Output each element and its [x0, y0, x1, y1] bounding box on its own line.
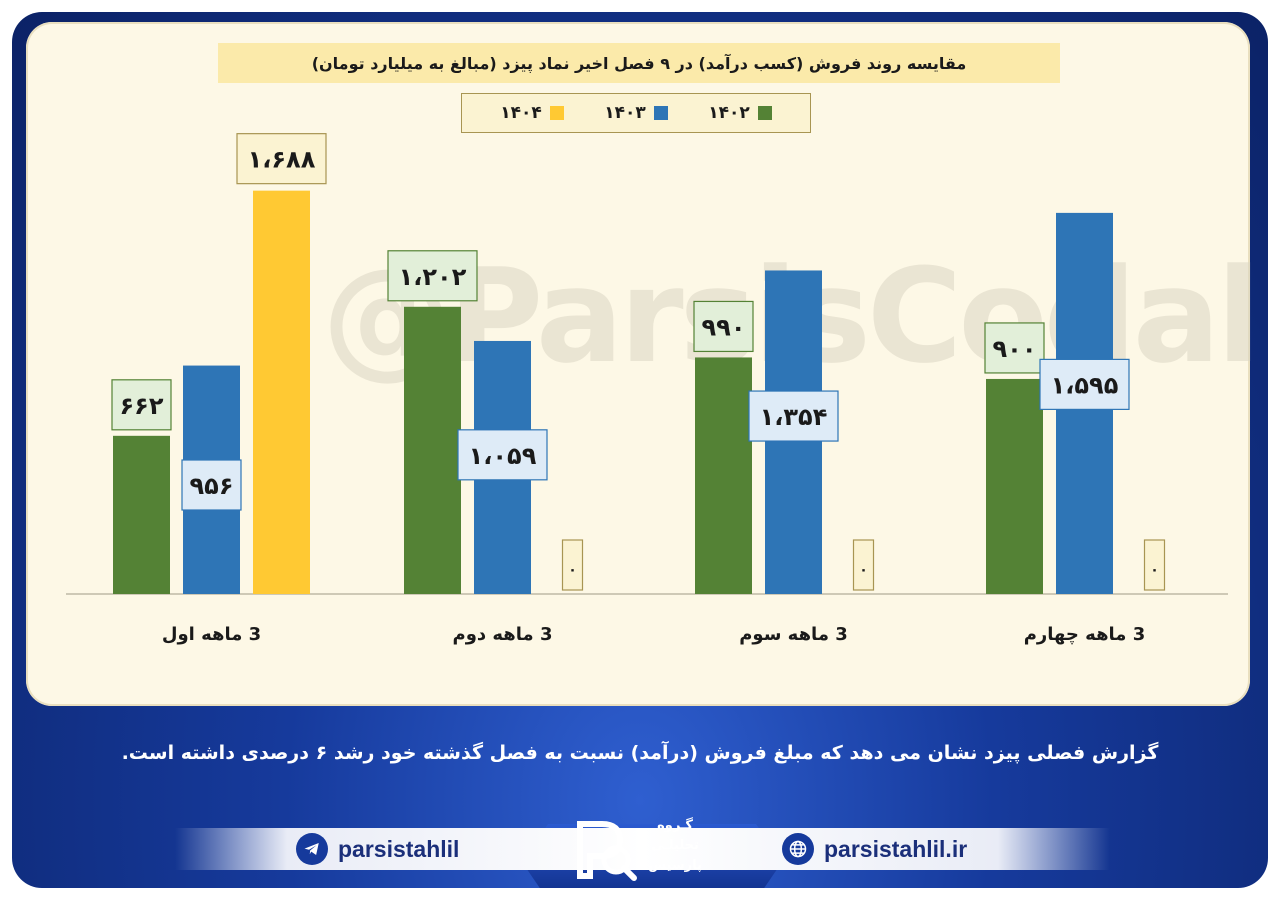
legend: ۱۴۰۴ ۱۴۰۳ ۱۴۰۲ [461, 93, 811, 133]
legend-item-1402: ۱۴۰۲ [708, 103, 772, 123]
data-label-box [561, 539, 584, 591]
category-label: 3 ماهه سوم [739, 624, 848, 645]
data-label-text: ۰ [568, 562, 577, 578]
data-label: ۱،۰۵۹ [457, 429, 548, 481]
logo-line-1: گـروه [657, 818, 693, 833]
logo-line-3: پارسیس [648, 858, 702, 873]
legend-item-1404: ۱۴۰۴ [500, 103, 564, 123]
telegram-icon [296, 833, 328, 865]
data-label: ۱،۲۰۲ [387, 250, 478, 302]
category-label: 3 ماهه چهارم [1024, 624, 1146, 645]
telegram-handle[interactable]: parsistahlil [338, 835, 460, 862]
data-label-box [984, 322, 1045, 374]
data-label-box [457, 429, 548, 481]
chart-title-box: مقایسه روند فروش (کسب درآمد) در ۹ فصل اخ… [218, 43, 1060, 83]
caption: گزارش فصلی پیزد نشان می دهد که مبلغ فروش… [121, 742, 1159, 764]
category-label: 3 ماهه دوم [453, 624, 553, 645]
data-label: ۰ [561, 539, 584, 591]
data-label-box [693, 300, 754, 353]
data-label: ۹۵۶ [181, 459, 242, 511]
bar [404, 306, 461, 594]
data-label-text: ۰ [859, 562, 868, 578]
data-label-text: ۹۹۰ [702, 313, 746, 341]
data-label: ۱،۵۹۵ [1039, 358, 1130, 410]
data-label-text: ۶۶۲ [120, 392, 164, 420]
data-label-box [748, 390, 839, 442]
data-label: ۱،۳۵۴ [748, 390, 839, 442]
footer-telegram[interactable]: parsistahlil [296, 833, 459, 865]
legend-label-1403: ۱۴۰۳ [604, 103, 646, 123]
legend-item-1403: ۱۴۰۳ [604, 103, 668, 123]
globe-icon [782, 833, 814, 865]
data-label-box [852, 539, 875, 591]
data-label-text: ۱،۵۹۵ [1051, 371, 1119, 399]
data-label-text: ۱،۲۰۲ [399, 263, 467, 291]
data-label: ۹۹۰ [693, 300, 754, 353]
website-link[interactable]: parsistahlil.ir [824, 835, 968, 862]
legend-label-1404: ۱۴۰۴ [500, 103, 542, 123]
chart-title: مقایسه روند فروش (کسب درآمد) در ۹ فصل اخ… [311, 53, 967, 73]
legend-swatch-1403 [653, 106, 668, 120]
data-label-box [181, 459, 242, 511]
category-label: 3 ماهه اول [162, 624, 261, 645]
bar [113, 435, 170, 594]
bar [695, 357, 752, 594]
data-label-box [1143, 539, 1166, 591]
data-label-text: ۹۰۰ [993, 335, 1037, 363]
logo-mark [577, 821, 637, 881]
data-label-text: ۰ [1150, 562, 1159, 578]
data-label-box [236, 133, 327, 185]
data-label-box [111, 379, 172, 431]
data-label-text: ۱،۰۵۹ [469, 442, 537, 470]
data-label: ۰ [1143, 539, 1166, 591]
logo-line-2: تحلیلـی [651, 838, 699, 853]
legend-swatch-1404 [549, 106, 564, 120]
data-label: ۹۰۰ [984, 322, 1045, 374]
data-label: ۱،۶۸۸ [236, 133, 327, 185]
bar [986, 378, 1043, 594]
data-label: ۶۶۲ [111, 379, 172, 431]
data-label: ۰ [852, 539, 875, 591]
legend-label-1402: ۱۴۰۲ [708, 103, 750, 123]
bar [253, 190, 310, 594]
data-label-text: ۱،۶۸۸ [248, 146, 316, 174]
footer-bar [175, 828, 1110, 870]
footer-website[interactable]: parsistahlil.ir [782, 833, 967, 865]
logo-text: گـروه تحلیلـی پارسیس [642, 816, 708, 876]
data-label-box [387, 250, 478, 302]
data-label-text: ۱،۳۵۴ [760, 403, 828, 431]
data-label-text: ۹۵۶ [190, 472, 234, 500]
legend-swatch-1402 [757, 106, 772, 120]
data-label-box [1039, 358, 1130, 410]
